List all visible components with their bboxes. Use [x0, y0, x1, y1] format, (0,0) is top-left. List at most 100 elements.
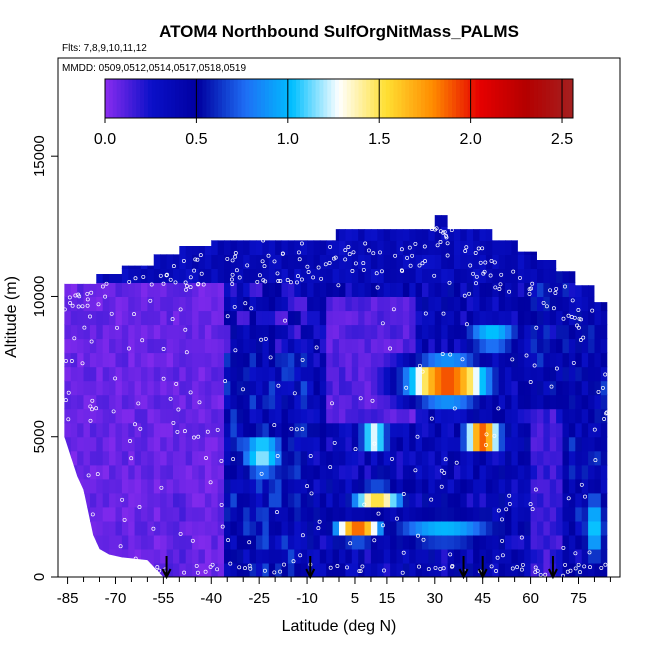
- heat-cell: [313, 324, 321, 340]
- heat-cell: [275, 464, 283, 480]
- heat-cell: [134, 215, 142, 227]
- heat-cell: [256, 394, 263, 410]
- heat-cell: [281, 492, 289, 508]
- heat-cell: [281, 254, 289, 269]
- heat-cell: [447, 254, 455, 269]
- heat-cell: [307, 296, 315, 312]
- heat-cell: [166, 240, 174, 255]
- heat-cell: [524, 268, 532, 283]
- heat-cell: [96, 324, 104, 340]
- heat-cell: [89, 436, 97, 452]
- heat-cell: [236, 478, 244, 494]
- heat-cell: [109, 450, 117, 466]
- heat-cell: [409, 478, 417, 494]
- heat-cell: [447, 492, 455, 508]
- heat-cell: [307, 520, 315, 536]
- heat-cell: [479, 380, 487, 396]
- heat-cell: [83, 310, 91, 326]
- heat-cell: [428, 436, 436, 452]
- heat-cell: [562, 352, 570, 368]
- heat-cell: [237, 198, 244, 213]
- colorbar-swatch: [549, 79, 554, 118]
- heat-cell: [543, 506, 551, 522]
- heat-cell: [505, 324, 512, 340]
- heat-cell: [96, 450, 104, 466]
- heat-cell: [345, 296, 353, 312]
- heat-cell: [185, 563, 193, 577]
- heat-cell: [243, 534, 251, 550]
- heat-cell: [467, 198, 474, 213]
- sample-point: [175, 429, 180, 434]
- heat-cell: [198, 548, 206, 564]
- sample-point: [395, 516, 399, 521]
- heat-cell: [511, 464, 519, 480]
- heat-cell: [115, 268, 123, 283]
- sample-point: [357, 569, 362, 574]
- sample-point: [188, 275, 193, 280]
- heat-cell: [147, 226, 155, 241]
- heat-cell: [607, 352, 608, 368]
- sample-point: [88, 404, 93, 409]
- heat-cell: [204, 240, 212, 255]
- colorbar-swatch: [296, 79, 301, 118]
- heat-cell: [498, 282, 506, 297]
- heat-cell: [236, 352, 244, 368]
- heat-cell: [409, 492, 417, 508]
- heat-cell: [262, 296, 270, 312]
- heat-cell: [287, 492, 295, 508]
- heat-cell: [530, 548, 538, 564]
- sample-point: [289, 426, 294, 431]
- heat-cell: [460, 422, 468, 438]
- heat-cell: [236, 548, 244, 564]
- heat-cell: [575, 324, 583, 340]
- heat-cell: [505, 548, 512, 564]
- sample-point: [113, 376, 118, 381]
- heat-cell: [147, 548, 155, 564]
- heat-cell: [600, 324, 608, 340]
- heat-cell: [109, 394, 117, 410]
- heat-cell: [64, 352, 72, 368]
- colorbar-swatch: [541, 79, 547, 118]
- heat-cell: [287, 215, 295, 227]
- heat-cell: [211, 198, 218, 213]
- heat-cell: [524, 215, 532, 227]
- heat-cell: [179, 268, 187, 283]
- heat-cell: [556, 282, 564, 297]
- heat-cell: [447, 394, 455, 410]
- heat-cell: [364, 394, 372, 410]
- colorbar-tick-label: 2.0: [460, 131, 482, 148]
- heat-cell: [153, 436, 161, 452]
- heat-cell: [358, 226, 366, 241]
- heat-cell: [485, 352, 493, 368]
- colorbar-swatch: [163, 79, 168, 118]
- heat-cell: [543, 240, 551, 255]
- heat-cell: [275, 548, 283, 564]
- heat-cell: [217, 534, 225, 550]
- heat-cell: [268, 450, 276, 466]
- heat-cell: [275, 226, 283, 241]
- heat-cell: [524, 450, 532, 466]
- sample-point: [210, 562, 215, 567]
- sample-point: [603, 562, 608, 567]
- heat-cell: [530, 380, 538, 396]
- heat-cell: [332, 478, 340, 494]
- heat-cell: [434, 450, 442, 466]
- heat-cell: [460, 282, 468, 297]
- heat-cell: [581, 366, 589, 382]
- heat-cell: [96, 268, 104, 283]
- heat-cell: [537, 563, 544, 577]
- heat-cell: [390, 492, 398, 508]
- heat-cell: [479, 436, 487, 452]
- heat-cell: [141, 408, 148, 424]
- heat-cell: [102, 478, 110, 494]
- heat-cell: [211, 240, 219, 255]
- heat-cell: [550, 198, 557, 213]
- heat-cell: [428, 215, 436, 227]
- heat-cell: [134, 352, 142, 368]
- heat-cell: [243, 422, 251, 438]
- heat-cell: [96, 310, 104, 326]
- heat-cell: [166, 380, 174, 396]
- heat-cell: [262, 215, 270, 227]
- heat-cell: [185, 548, 193, 564]
- heat-cell: [339, 366, 346, 382]
